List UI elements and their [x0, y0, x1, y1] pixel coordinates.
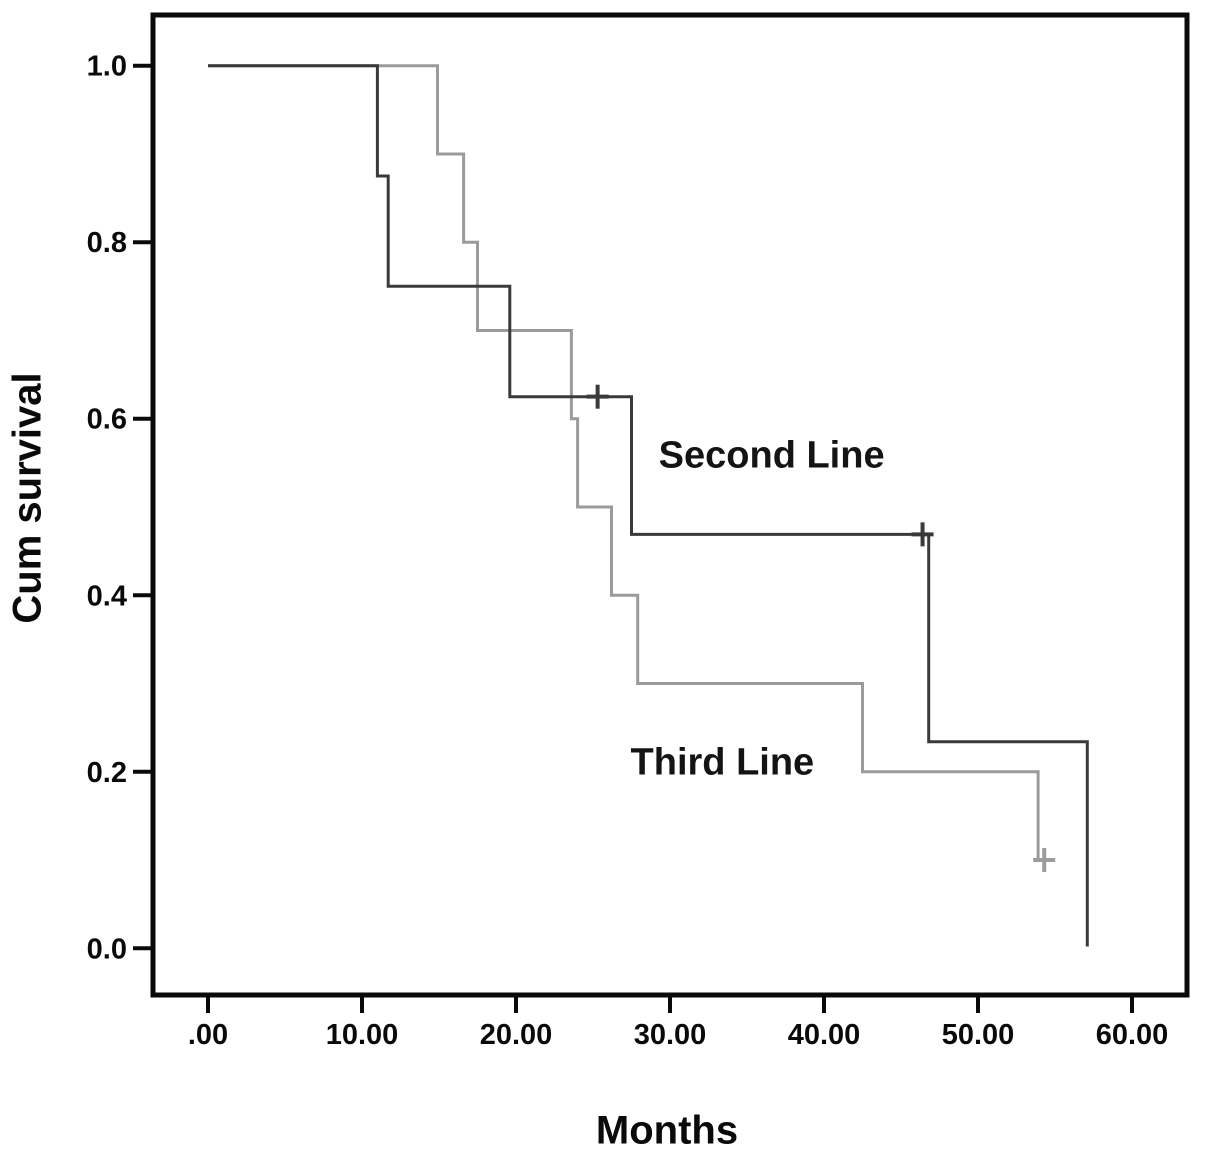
y-tick-label: 0.4: [87, 580, 127, 612]
x-tick-label: 60.00: [1096, 1019, 1169, 1051]
x-axis-title: Months: [595, 1108, 739, 1153]
y-tick-label: 1.0: [87, 51, 127, 83]
third-line-curve: [208, 64, 1051, 862]
x-tick-label: 50.00: [942, 1019, 1015, 1051]
y-tick-label: 0.6: [87, 404, 127, 436]
x-tick-label: .00: [188, 1019, 228, 1051]
y-tick-label: 0.8: [87, 227, 127, 259]
y-tick-label: 0.0: [87, 933, 127, 965]
x-tick-label: 20.00: [480, 1019, 553, 1051]
x-tick-label: 40.00: [788, 1019, 861, 1051]
plot-frame: [150, 12, 1190, 998]
x-tick-label: 10.00: [326, 1019, 399, 1051]
second-line-curve: [208, 64, 1089, 947]
y-tick-label: 0.2: [87, 757, 127, 789]
x-tick-label: 30.00: [634, 1019, 707, 1051]
series-label-third-line: Third Line: [630, 741, 815, 784]
series-label-second-line: Second Line: [658, 434, 885, 477]
